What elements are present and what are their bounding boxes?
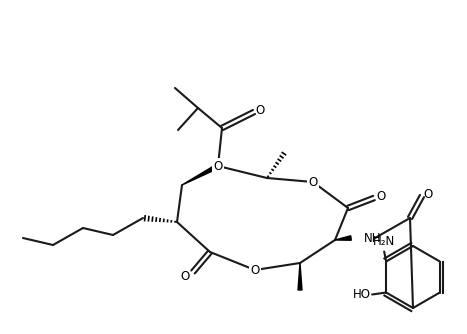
Polygon shape — [298, 263, 302, 290]
Text: O: O — [250, 264, 260, 277]
Text: O: O — [213, 160, 223, 172]
Text: HO: HO — [353, 288, 371, 301]
Text: O: O — [180, 270, 190, 283]
Text: H₂N: H₂N — [373, 235, 395, 248]
Text: O: O — [424, 187, 432, 200]
Polygon shape — [335, 236, 351, 240]
Text: O: O — [255, 104, 265, 117]
Text: NH: NH — [364, 231, 382, 244]
Text: O: O — [308, 175, 318, 188]
Polygon shape — [182, 164, 219, 185]
Text: O: O — [376, 189, 386, 202]
